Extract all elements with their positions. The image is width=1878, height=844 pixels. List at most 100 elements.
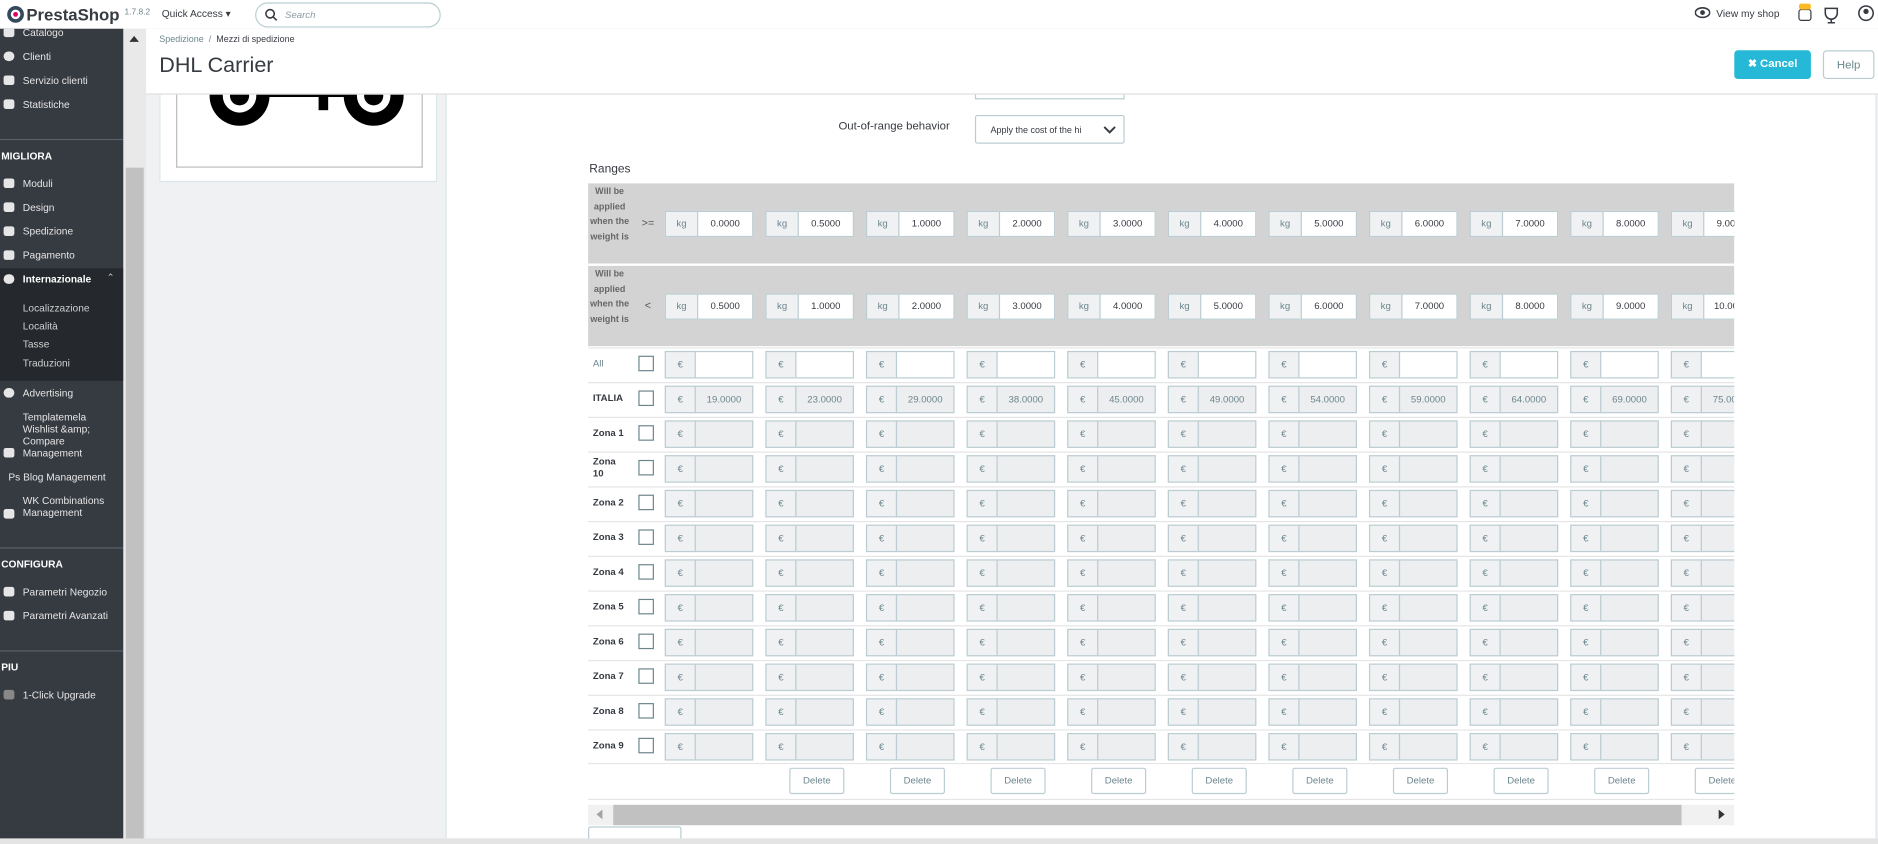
menu-item[interactable]: Statistiche [22,98,70,111]
price-input[interactable] [895,698,955,726]
scroll-up[interactable] [129,35,139,42]
menu-item[interactable]: Moduli [22,177,53,190]
price-input[interactable] [795,732,854,761]
price-input[interactable] [895,350,955,379]
price-input[interactable] [1197,455,1257,483]
price-input[interactable]: 64.0000 [1499,385,1559,414]
delete-button[interactable]: Delete [1392,767,1449,795]
price-input[interactable] [1097,698,1156,726]
price-input[interactable] [996,350,1056,379]
price-input[interactable] [1097,350,1156,379]
price-input[interactable] [1398,524,1458,553]
price-input[interactable] [1700,559,1735,587]
price-input[interactable] [1398,663,1458,692]
price-input[interactable] [694,628,754,657]
price-input[interactable] [895,628,955,657]
menu-item-active[interactable]: Internazionale [22,273,92,286]
range-input[interactable]: 0.5000 [797,210,854,238]
price-input[interactable] [1700,594,1735,622]
zone-checkbox[interactable] [638,459,654,476]
price-input[interactable] [1700,698,1735,726]
menu-item[interactable]: Parametri Negozio [22,585,108,598]
price-input[interactable] [1197,489,1257,518]
price-input[interactable] [1700,455,1735,483]
price-input[interactable] [895,663,955,692]
range-input[interactable]: 5.0000 [1200,293,1257,320]
price-input[interactable] [1700,350,1735,379]
range-input[interactable]: 6.0000 [1300,293,1357,320]
price-input[interactable] [795,663,854,692]
price-input[interactable]: 49.0000 [1197,385,1257,414]
price-input[interactable] [1097,559,1156,587]
price-input[interactable] [795,524,854,553]
price-input[interactable] [1700,732,1735,761]
delete-button[interactable]: Delete [889,767,945,795]
price-input[interactable] [996,628,1056,657]
price-input[interactable] [1600,559,1659,587]
range-input[interactable]: 6.0000 [1401,210,1458,238]
price-input[interactable]: 38.0000 [996,385,1056,414]
search-box[interactable]: Search [255,2,441,28]
price-input[interactable] [1097,628,1156,657]
price-input[interactable] [996,663,1056,692]
range-input[interactable]: 4.0000 [1200,210,1257,238]
range-input[interactable]: 8.0000 [1602,210,1659,238]
price-input[interactable] [1298,594,1357,622]
price-input[interactable] [1600,594,1659,622]
price-input[interactable] [1298,420,1357,448]
price-input[interactable] [1298,663,1357,692]
price-input[interactable] [1398,350,1458,379]
price-input[interactable] [1097,732,1156,761]
price-input[interactable] [1197,628,1257,657]
range-input[interactable]: 7.0000 [1501,210,1559,238]
zone-checkbox[interactable] [638,598,654,615]
price-input[interactable]: 29.0000 [895,385,955,414]
quick-access[interactable]: Quick Access ▾ [161,7,231,20]
delete-button[interactable]: Delete [1091,767,1147,795]
price-input[interactable] [795,350,854,379]
scroll-thumb[interactable] [125,167,144,844]
menu-item[interactable]: Catalogo [22,28,64,39]
price-input[interactable] [1398,628,1458,657]
select[interactable]: Apply the cost of the hi [974,114,1125,144]
cancel-button[interactable]: ✖ Cancel [1734,50,1811,80]
price-input[interactable] [1700,420,1735,448]
price-input[interactable] [1298,698,1357,726]
price-input[interactable] [1398,698,1458,726]
price-input[interactable] [996,420,1056,448]
price-input[interactable] [996,489,1056,518]
zone-checkbox[interactable] [638,425,654,441]
view-shop[interactable]: View my shop [1716,7,1780,20]
delete-button[interactable]: Delete [1594,767,1650,795]
submenu-item[interactable]: Tasse [22,337,50,350]
price-input[interactable] [694,455,754,483]
price-input[interactable] [1499,698,1559,726]
help-button[interactable]: Help [1822,50,1875,80]
price-input[interactable] [1097,489,1156,518]
zone-checkbox[interactable] [638,737,654,754]
select-partial[interactable] [974,91,1125,100]
price-input[interactable] [895,524,955,553]
delete-button[interactable]: Delete [1191,767,1247,795]
price-input[interactable] [694,350,754,379]
zone-checkbox[interactable] [638,529,654,545]
delete-button[interactable]: Delete [990,767,1046,795]
menu-item[interactable]: Ps Blog Management [8,470,106,483]
price-input[interactable] [694,663,754,692]
menu-item[interactable]: Clienti [22,50,52,63]
menu-item[interactable]: WK Combinations Management [22,494,105,519]
price-input[interactable] [1298,489,1357,518]
price-input[interactable] [1097,524,1156,553]
price-input[interactable] [795,698,854,726]
price-input[interactable] [996,559,1056,587]
zone-checkbox[interactable] [638,494,654,511]
price-input[interactable] [1398,559,1458,587]
price-input[interactable] [996,698,1056,726]
submenu-item[interactable]: Località [22,319,58,332]
scroll-left[interactable] [596,809,603,820]
price-input[interactable]: 75.0000 [1700,385,1735,414]
price-input[interactable] [1197,350,1257,379]
price-input[interactable] [996,732,1056,761]
price-input[interactable] [1600,489,1659,518]
menu-item[interactable]: Advertising [22,386,74,399]
